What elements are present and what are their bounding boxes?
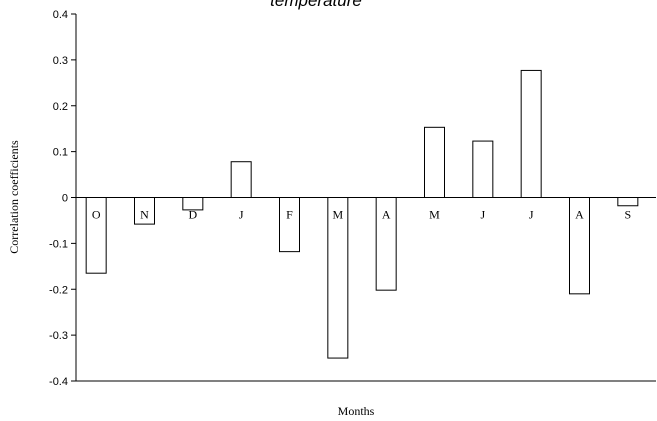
- category-label: N: [140, 208, 149, 222]
- bar: [134, 197, 155, 225]
- bar: [85, 197, 107, 274]
- bar: [520, 69, 542, 198]
- y-tick-label: 0: [62, 193, 68, 205]
- bars: [85, 69, 639, 359]
- x-axis-title: Months: [338, 404, 375, 418]
- bar: [617, 197, 639, 207]
- category-label: S: [624, 208, 631, 222]
- category-label: O: [92, 208, 101, 222]
- bar: [424, 126, 445, 198]
- y-tick-label: -0.3: [49, 330, 68, 342]
- y-axis-ticks: 0.4 0.3 0.2 0.1 0 -0.1 -0.2 -0.3 -0.4: [49, 9, 76, 388]
- bar: [375, 197, 397, 291]
- chart-title: temperature: [270, 0, 362, 10]
- category-label: J: [239, 208, 244, 222]
- category-label: D: [188, 208, 197, 222]
- y-tick-label: 0.3: [53, 55, 68, 67]
- category-label: J: [480, 208, 485, 222]
- y-tick-label: 0.4: [53, 9, 68, 21]
- bar: [327, 197, 349, 359]
- category-label: M: [429, 208, 440, 222]
- bar: [279, 197, 300, 253]
- category-label: A: [575, 208, 584, 222]
- y-axis-title: Correlation coefficients: [7, 140, 21, 254]
- y-tick-label: -0.4: [49, 376, 68, 388]
- category-label: F: [286, 208, 293, 222]
- bar: [569, 197, 590, 295]
- category-label: J: [529, 208, 534, 222]
- category-label: A: [382, 208, 391, 222]
- y-tick-label: 0.1: [53, 147, 68, 159]
- bar: [472, 140, 494, 198]
- category-label: M: [332, 208, 343, 222]
- y-tick-label: -0.2: [49, 284, 68, 296]
- y-tick-label: 0.2: [53, 101, 68, 113]
- bar: [182, 197, 204, 211]
- y-tick-label: -0.1: [49, 238, 68, 250]
- bar: [230, 161, 252, 198]
